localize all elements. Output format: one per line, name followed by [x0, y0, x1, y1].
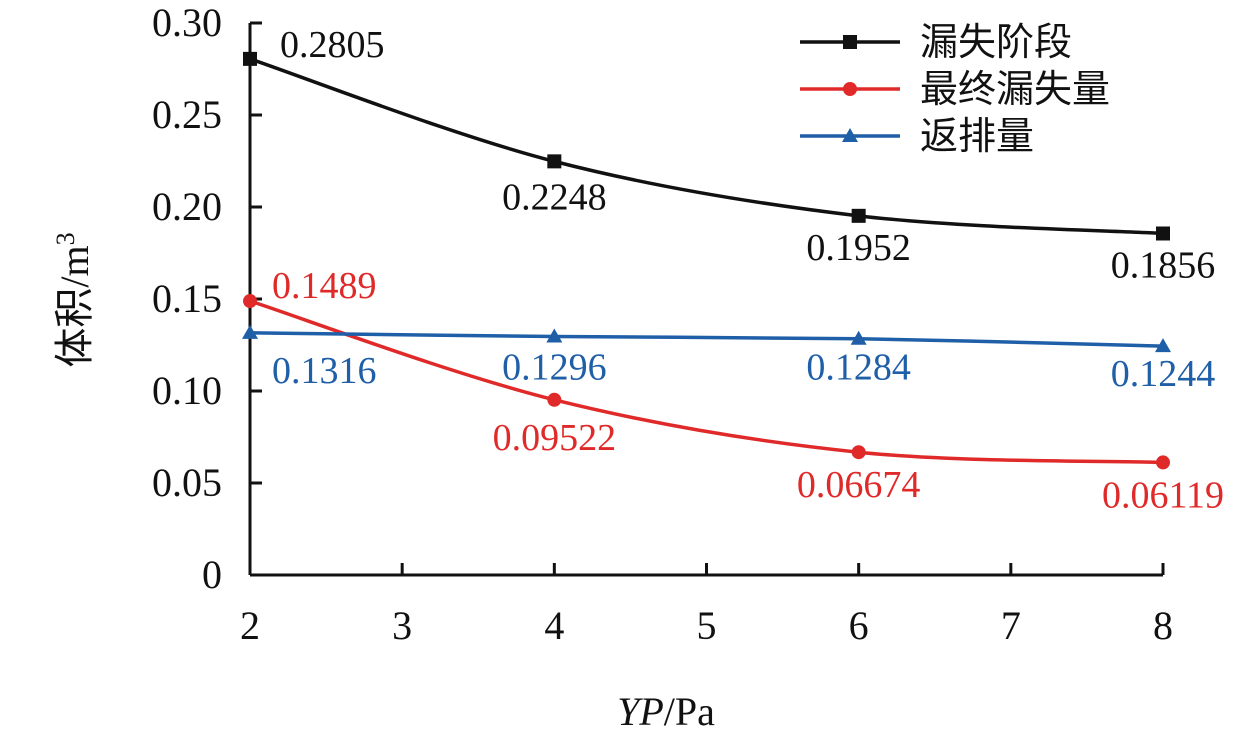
y-tick-label: 0.05: [152, 460, 222, 505]
marker-circle: [547, 392, 562, 407]
data-label: 0.1296: [502, 347, 607, 389]
y-tick-label: 0.10: [152, 368, 222, 413]
legend-label: 返排量: [920, 114, 1034, 158]
x-axis-title: YP/Pa: [617, 689, 715, 734]
x-tick-label: 7: [1001, 603, 1021, 648]
marker-circle: [243, 294, 257, 309]
legend-label: 漏失阶段: [920, 20, 1072, 64]
marker-square: [1156, 226, 1170, 241]
axes: 0 0.05 0.10 0.15 0.20 0.25 0.30 2 3 4 5 6 7 8: [152, 0, 1173, 648]
legend-label: 最终漏失量: [920, 67, 1110, 111]
data-label: 0.06119: [1102, 474, 1224, 516]
series-group: [242, 51, 1171, 470]
marker-square: [843, 35, 857, 49]
data-label: 0.1316: [272, 350, 377, 392]
marker-square: [547, 154, 562, 169]
x-tick-label: 8: [1153, 603, 1173, 648]
series-red: [243, 294, 1170, 470]
y-axis-title: 体积/m3: [51, 232, 97, 367]
series-line: [249, 57, 1164, 236]
marker-circle: [1156, 455, 1170, 470]
legend-item: 返排量: [800, 114, 1034, 158]
legend-item: 最终漏失量: [800, 67, 1110, 111]
marker-circle: [851, 445, 866, 460]
data-label: 0.09522: [493, 417, 617, 459]
marker-square: [243, 51, 257, 66]
x-tick-label: 2: [240, 603, 260, 648]
marker-circle: [843, 82, 857, 96]
series-line: [249, 299, 1164, 465]
marker-triangle: [842, 128, 858, 142]
series-blue: [242, 324, 1171, 353]
series-black: [243, 51, 1170, 241]
data-label: 0.06674: [797, 464, 921, 506]
series-line: [249, 331, 1164, 348]
y-tick-label: 0.30: [152, 0, 222, 45]
marker-triangle: [242, 324, 258, 339]
x-tick-label: 5: [697, 603, 717, 648]
y-tick-label: 0.20: [152, 184, 222, 229]
marker-triangle: [1155, 338, 1171, 353]
x-axis-title-italic: YP: [617, 689, 664, 734]
x-tick-label: 3: [392, 603, 412, 648]
x-axis-title-unit: /Pa: [664, 689, 715, 734]
y-axis-title-sup: 3: [51, 232, 80, 245]
data-label: 0.2248: [502, 176, 607, 218]
y-axis-title-main: 体积/m: [52, 245, 97, 367]
marker-square: [851, 208, 866, 223]
data-label: 0.1952: [806, 227, 911, 269]
x-tick-label: 6: [849, 603, 869, 648]
x-tick-label: 4: [544, 603, 564, 648]
marker-triangle: [850, 330, 867, 345]
marker-triangle: [546, 328, 563, 343]
y-tick-label: 0: [202, 552, 222, 597]
data-labels: 0.2805 0.2248 0.1952 0.1856 0.1489 0.09522 0.0…: [272, 24, 1224, 517]
data-label: 0.2805: [280, 24, 385, 66]
data-label: 0.1244: [1111, 353, 1216, 395]
data-label: 0.1284: [806, 347, 911, 389]
y-tick-label: 0.25: [152, 92, 222, 137]
data-label: 0.1489: [272, 265, 377, 307]
legend-item: 漏失阶段: [800, 20, 1072, 64]
y-tick-label: 0.15: [152, 276, 222, 321]
data-label: 0.1856: [1111, 244, 1216, 286]
